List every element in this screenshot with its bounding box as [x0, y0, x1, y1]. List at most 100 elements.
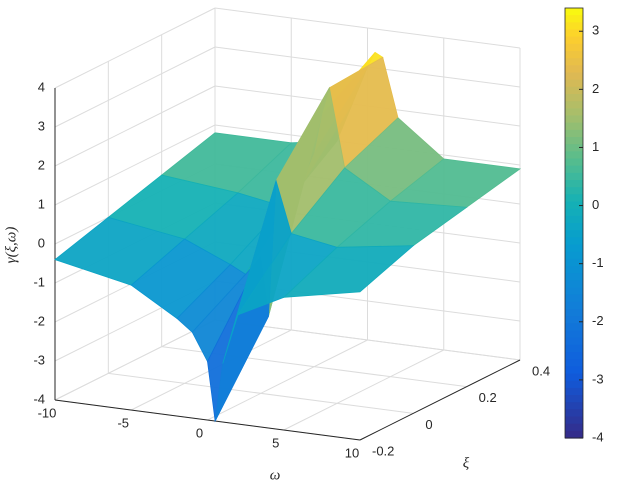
colorbar-slice [565, 387, 583, 396]
z-axis-label: γ(ξ,ω) [3, 227, 19, 264]
colorbar-tick-label: 0 [592, 197, 599, 212]
z-tick-label: 2 [38, 157, 45, 172]
colorbar-tick-label: -1 [592, 255, 604, 270]
colorbar-slice [565, 180, 583, 188]
y-tick-label: -0.2 [372, 443, 394, 458]
colorbar-slice [565, 330, 583, 339]
colorbar-slice [565, 94, 583, 102]
y-tick-label: 0 [425, 417, 432, 432]
colorbar-tick-label: -4 [592, 429, 604, 444]
colorbar-slice [565, 287, 583, 296]
z-tick-label: 0 [38, 235, 45, 250]
colorbar-slice [565, 309, 583, 317]
colorbar-slice [565, 223, 583, 231]
colorbar-slice [565, 409, 583, 418]
z-tick-label: 3 [38, 118, 45, 133]
y-tick-label: 0.4 [532, 363, 550, 378]
colorbar-tick-label: -2 [592, 313, 604, 328]
colorbar-slice [565, 416, 583, 425]
colorbar-slice [565, 172, 583, 181]
grid-line [207, 339, 368, 421]
grid-line [283, 349, 444, 431]
colorbar-slice [565, 8, 583, 16]
colorbar-slice [565, 380, 583, 389]
colorbar-slice [565, 423, 583, 432]
colorbar-slice [565, 215, 583, 224]
colorbar-slice [565, 165, 583, 174]
grid-line [54, 319, 216, 401]
grid-line [54, 85, 216, 167]
colorbar-slice [565, 151, 583, 160]
grid-line [214, 319, 521, 361]
colorbar-slice [565, 280, 583, 289]
colorbar-slice [565, 273, 583, 281]
colorbar-slice [565, 395, 583, 403]
grid-line [54, 46, 216, 128]
colorbar-frame [564, 7, 584, 439]
x-tick-label: -10 [38, 405, 57, 420]
axis-line [54, 399, 361, 441]
x-tick-label: 10 [345, 445, 359, 460]
colorbar-slice [565, 323, 583, 332]
colorbar-slice [565, 58, 583, 66]
colorbar-slice [565, 301, 583, 310]
z-tick-label: 4 [38, 79, 45, 94]
colorbar-slice [565, 237, 583, 246]
grid-line [54, 7, 216, 89]
colorbar-slice [565, 430, 583, 439]
colorbar-slice [565, 266, 583, 274]
colorbar: -4 -3 -2 -1 0 1 2 3 [564, 7, 604, 444]
axis-line [359, 359, 521, 441]
colorbar-slice [565, 122, 583, 131]
x-tick-label: 0 [196, 425, 203, 440]
colorbar-slice [565, 108, 583, 117]
colorbar-slice [565, 101, 583, 109]
colorbar-slice [565, 36, 583, 45]
colorbar-slice [565, 51, 583, 59]
colorbar-tick-label: 3 [592, 23, 599, 38]
colorbar-slice [565, 337, 583, 346]
z-tick-label: 1 [38, 196, 45, 211]
colorbar-slice [565, 373, 583, 382]
colorbar-slice [565, 201, 583, 210]
colorbar-tick-label: -3 [592, 371, 604, 386]
colorbar-slice [565, 15, 583, 23]
surface [54, 51, 522, 423]
colorbar-slice [565, 137, 583, 145]
x-tick-label: -5 [117, 415, 129, 430]
colorbar-slice [565, 251, 583, 260]
x-tick-label: 5 [272, 435, 279, 450]
colorbar-slice [565, 402, 583, 410]
colorbar-slice [565, 316, 583, 324]
z-tick-label: -3 [33, 352, 45, 367]
colorbar-slice [565, 65, 583, 74]
colorbar-slice [565, 144, 583, 152]
colorbar-slice [565, 208, 583, 217]
colorbar-slice [565, 258, 583, 267]
x-axis-label: ω [270, 467, 281, 483]
colorbar-slice [565, 22, 583, 31]
colorbar-slice [565, 43, 583, 52]
colorbar-slice [565, 29, 583, 38]
colorbar-slice [565, 366, 583, 375]
colorbar-slice [565, 344, 583, 353]
colorbar-slice [565, 294, 583, 303]
colorbar-slice [565, 86, 583, 95]
surface-patch [282, 245, 415, 298]
colorbar-slice [565, 352, 583, 360]
colorbar-slice [565, 194, 583, 203]
colorbar-slice [565, 129, 583, 138]
colorbar-slice [565, 72, 583, 81]
z-tick-label: -1 [33, 274, 45, 289]
colorbar-slice [565, 244, 583, 253]
colorbar-slice [565, 115, 583, 124]
y-tick-label: 0.2 [479, 390, 497, 405]
grid-line [214, 7, 521, 49]
colorbar-slice [565, 230, 583, 238]
colorbar-slice [565, 79, 583, 88]
z-tick-label: -4 [33, 391, 45, 406]
grid-line [54, 124, 216, 206]
colorbar-slice [565, 158, 583, 167]
colorbar-slice [565, 359, 583, 367]
